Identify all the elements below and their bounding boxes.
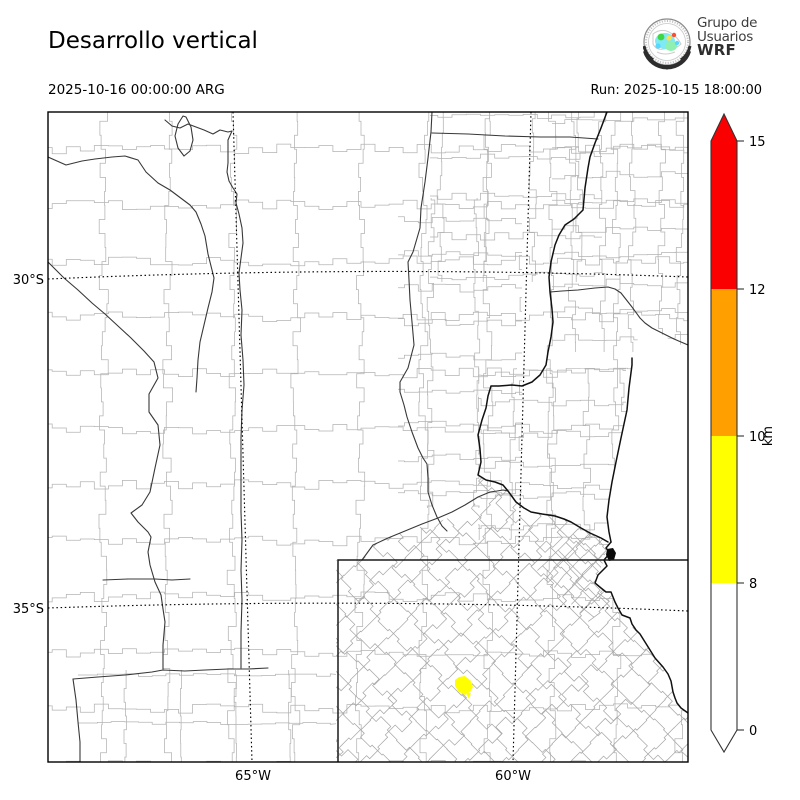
city-dense-area <box>606 548 616 561</box>
colorbar: 15 12 10 8 0 km <box>710 112 776 754</box>
logo-text-line2: Usuarios <box>697 28 753 45</box>
colorbar-arrow-bottom <box>711 730 737 752</box>
province-boundaries <box>48 112 688 762</box>
colorbar-segment-yellow <box>711 436 737 583</box>
lon-label-60w: 60°W <box>495 769 531 784</box>
valid-time-label: 2025-10-16 00:00:00 ARG <box>48 82 225 98</box>
wrf-logo-text: Grupo de Usuarios WRF <box>697 15 758 59</box>
colorbar-tick-0: 0 <box>749 724 757 739</box>
wrf-logo-emblem-icon <box>642 18 692 70</box>
colorbar-unit-label: km <box>761 426 776 446</box>
water-area <box>595 327 688 713</box>
map-frame <box>47 111 689 763</box>
colorbar-tick-10: 10 <box>749 430 766 445</box>
colorbar-segment-red <box>711 141 737 289</box>
colorbar-arrow-top <box>711 114 737 141</box>
rivers-and-coastline <box>477 112 688 714</box>
x-axis-labels: 65°W 60°W <box>235 769 531 784</box>
logo-text-line3: WRF <box>697 41 736 59</box>
logo-text-line1: Grupo de <box>697 15 758 31</box>
inner-domain-box <box>337 559 688 762</box>
lat-label-35s: 35°S <box>13 602 44 617</box>
y-axis-labels: 30°S 35°S <box>13 273 44 617</box>
colorbar-tick-15: 15 <box>749 135 766 150</box>
lat-lon-gridlines <box>48 112 688 762</box>
wrf-logo: Grupo de Usuarios WRF <box>642 13 793 75</box>
colorbar-tick-12: 12 <box>749 283 766 298</box>
page-title: Desarrollo vertical <box>48 28 258 54</box>
colorbar-tick-8: 8 <box>749 577 757 592</box>
vertical-development-cell <box>455 676 473 699</box>
colorbar-segment-white <box>711 583 737 730</box>
colorbar-ticks <box>737 140 744 731</box>
lon-label-65w: 65°W <box>235 769 271 784</box>
colorbar-segment-orange <box>711 289 737 436</box>
lat-label-30s: 30°S <box>13 273 44 288</box>
run-time-label: Run: 2025-10-15 18:00:00 <box>590 83 762 98</box>
